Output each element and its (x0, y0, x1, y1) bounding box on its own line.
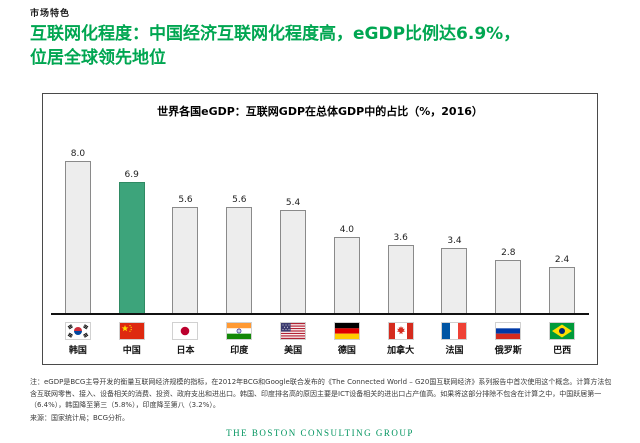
bar-group: 8.0 (51, 149, 105, 313)
bar-group: 5.6 (212, 195, 266, 313)
country-label: 中国 (122, 346, 141, 356)
flag-group: 加拿大 (374, 315, 428, 356)
flag-france-icon (441, 322, 468, 340)
bar-usa (280, 210, 307, 313)
bar-brazil (549, 267, 576, 313)
bar-group: 2.4 (535, 255, 589, 313)
section-tag: 市场特色 (30, 9, 71, 19)
country-label: 法国 (445, 346, 464, 356)
flag-group: 美国 (266, 315, 320, 356)
flag-group: 法国 (428, 315, 482, 356)
bars-row: 8.0 6.9 5.6 5.6 5.4 4.0 3.6 3.4 2.8 2.4 (51, 128, 589, 313)
country-label: 印度 (230, 346, 249, 356)
bar-group: 5.4 (266, 198, 320, 313)
flag-india-icon (226, 322, 253, 340)
country-label: 美国 (284, 346, 303, 356)
flag-group: 巴西 (535, 315, 589, 356)
bar-value-label: 2.4 (554, 255, 570, 266)
x-axis-line (51, 313, 589, 315)
flag-group: 德国 (320, 315, 374, 356)
country-label: 巴西 (553, 346, 572, 356)
bar-value-label: 8.0 (70, 149, 86, 159)
bar-group: 4.0 (320, 225, 374, 313)
page-title-line1: 互联网化程度：中国经济互联网化程度高，eGDP比例达6.9%， (30, 24, 521, 44)
bar-value-label: 2.8 (501, 247, 516, 258)
slide-header: 市场特色 互联网化程度：中国经济互联网化程度高，eGDP比例达6.9%， 位居全… (30, 6, 620, 70)
bar-value-label: 3.4 (447, 236, 462, 247)
chart-frame: 世界各国eGDP：互联网GDP在总体GDP中的占比（%，2016） 8.0 6.9… (42, 93, 598, 365)
bar-group: 3.4 (428, 236, 482, 313)
page-title-line2: 位居全球领先地位 (30, 48, 166, 69)
bar-group: 6.9 (105, 170, 159, 313)
bar-value-label: 4.0 (339, 225, 355, 235)
bar-germany (333, 237, 360, 313)
flag-canada-icon (387, 322, 414, 340)
flag-korea-icon (64, 322, 91, 340)
bar-value-label: 5.6 (178, 194, 193, 205)
flag-group: 日本 (159, 315, 213, 356)
source-line: 来源：国家统计局；BCG分析。 (30, 413, 129, 422)
bar-value-label: 5.4 (285, 198, 301, 209)
bar-value-label: 6.9 (124, 169, 139, 180)
country-label: 加拿大 (387, 346, 415, 356)
country-label: 俄罗斯 (494, 346, 522, 356)
bar-value-label: 5.6 (232, 194, 247, 205)
country-label: 韩国 (68, 346, 87, 356)
bar-value-label: 3.6 (393, 232, 408, 243)
flag-china-icon (118, 322, 145, 340)
bcg-logo-text: THE BOSTON CONSULTING GROUP (226, 428, 414, 438)
country-label: 德国 (337, 346, 356, 356)
flag-brazil-icon (549, 322, 576, 340)
bar-france (441, 248, 468, 313)
flag-usa-icon (280, 322, 307, 340)
footnote: 注：eGDP是BCG主导开发的衡量互联网经济规模的指标，在2012年BCG和Go… (30, 377, 612, 424)
bar-group: 2.8 (481, 248, 535, 313)
footnote-note: 注：eGDP是BCG主导开发的衡量互联网经济规模的指标，在2012年BCG和Go… (30, 378, 612, 410)
bar-korea (64, 161, 91, 313)
page-title: 互联网化程度：中国经济互联网化程度高，eGDP比例达6.9%， 位居全球领先地位 (30, 22, 620, 70)
flag-germany-icon (333, 322, 360, 340)
flag-russia-icon (495, 322, 522, 340)
country-label: 日本 (176, 346, 195, 356)
flag-group: 韩国 (51, 315, 105, 356)
flags-row: 韩国 中国 日本 印度 美国 德国 加拿大 法国 俄罗斯 巴西 (51, 315, 589, 356)
bar-group: 3.6 (374, 233, 428, 313)
bar-group: 5.6 (159, 195, 213, 313)
bar-china (118, 181, 145, 313)
flag-group: 中国 (105, 315, 159, 356)
bar-canada (387, 244, 414, 313)
flag-japan-icon (172, 322, 199, 340)
bar-russia (495, 259, 522, 313)
bar-japan (172, 206, 199, 313)
flag-group: 印度 (212, 315, 266, 356)
chart-title: 世界各国eGDP：互联网GDP在总体GDP中的占比（%，2016） (157, 105, 483, 118)
flag-group: 俄罗斯 (481, 315, 535, 356)
bar-india (226, 206, 253, 313)
